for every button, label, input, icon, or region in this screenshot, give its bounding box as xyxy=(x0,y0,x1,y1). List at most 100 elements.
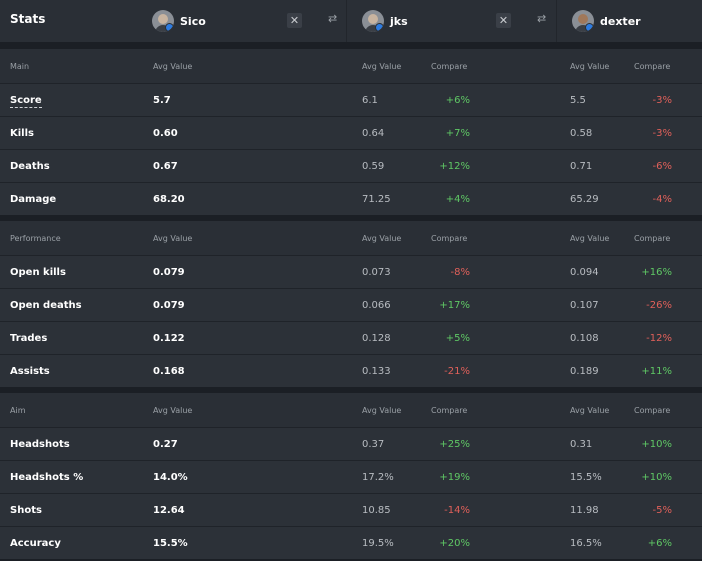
player-2-value: 0.37 xyxy=(362,439,385,450)
remove-player-1-button[interactable]: ✕ xyxy=(287,13,302,28)
section-2: Aim Avg Value Avg Value Compare Avg Value Com… xyxy=(0,393,702,559)
section-title: Performance xyxy=(10,234,61,243)
player-1-value: 5.7 xyxy=(153,95,171,106)
col-avg-value: Avg Value xyxy=(153,62,193,71)
player-2-compare: +20% xyxy=(439,538,470,549)
player-1-value: 12.64 xyxy=(153,505,185,516)
table-row: Kills 0.60 0.64 +7% 0.58 -3% xyxy=(0,116,702,149)
stat-label: Open kills xyxy=(10,267,66,278)
player-2-compare: +4% xyxy=(445,194,470,205)
stat-label: Deaths xyxy=(10,161,50,172)
col-compare: Compare xyxy=(634,62,671,71)
table-row: Open kills 0.079 0.073 -8% 0.094 +16% xyxy=(0,255,702,288)
player-3-avatar xyxy=(572,10,594,32)
table-row: Headshots 0.27 0.37 +25% 0.31 +10% xyxy=(0,427,702,460)
col-avg-value: Avg Value xyxy=(362,406,402,415)
player-2-value: 71.25 xyxy=(362,194,391,205)
section-title: Aim xyxy=(10,406,26,415)
player-3-compare: -3% xyxy=(652,95,672,106)
player-1-value: 14.0% xyxy=(153,472,188,483)
table-row: Headshots % 14.0% 17.2% +19% 15.5% +10% xyxy=(0,460,702,493)
col-compare: Compare xyxy=(634,234,671,243)
player-2-value: 0.073 xyxy=(362,267,391,278)
stats-title: Stats xyxy=(10,12,46,26)
player-1-value: 0.27 xyxy=(153,439,178,450)
remove-player-2-button[interactable]: ✕ xyxy=(496,13,511,28)
player-3-value: 0.71 xyxy=(570,161,593,172)
player-3-compare: +16% xyxy=(641,267,672,278)
player-1-name: Sico xyxy=(180,14,206,28)
player-2-value: 6.1 xyxy=(362,95,378,106)
stat-label[interactable]: Score xyxy=(10,95,42,108)
player-2-compare: +17% xyxy=(439,300,470,311)
player-2-compare: +25% xyxy=(439,439,470,450)
col-avg-value: Avg Value xyxy=(362,62,402,71)
player-3-compare: -12% xyxy=(646,333,672,344)
player-2-value: 0.128 xyxy=(362,333,391,344)
stat-label: Open deaths xyxy=(10,300,82,311)
player-3-value: 0.094 xyxy=(570,267,599,278)
table-row: Shots 12.64 10.85 -14% 11.98 -5% xyxy=(0,493,702,526)
player-2-compare: -21% xyxy=(444,366,470,377)
stat-label: Trades xyxy=(10,333,48,344)
player-2-value: 19.5% xyxy=(362,538,394,549)
player-2-value: 17.2% xyxy=(362,472,394,483)
col-compare: Compare xyxy=(431,234,468,243)
player-3-value: 16.5% xyxy=(570,538,602,549)
player-1-value: 15.5% xyxy=(153,538,188,549)
col-avg-value: Avg Value xyxy=(570,406,610,415)
player-3-value: 15.5% xyxy=(570,472,602,483)
player-2[interactable]: jks xyxy=(362,8,408,34)
player-1-value: 0.079 xyxy=(153,267,185,278)
player-1-value: 0.60 xyxy=(153,128,178,139)
player-3-value: 0.31 xyxy=(570,439,593,450)
player-1-value: 0.079 xyxy=(153,300,185,311)
player-2-compare: +12% xyxy=(439,161,470,172)
player-3-compare: -26% xyxy=(646,300,672,311)
section-header: Aim Avg Value Avg Value Compare Avg Value Com… xyxy=(0,393,702,427)
player-3-value: 0.108 xyxy=(570,333,599,344)
table-row: Deaths 0.67 0.59 +12% 0.71 -6% xyxy=(0,149,702,182)
player-1-value: 68.20 xyxy=(153,194,185,205)
player-2-value: 10.85 xyxy=(362,505,391,516)
table-row: Accuracy 15.5% 19.5% +20% 16.5% +6% xyxy=(0,526,702,559)
swap-icon[interactable]: ⇄ xyxy=(537,12,547,25)
player-2-value: 0.066 xyxy=(362,300,391,311)
player-3-name: dexter xyxy=(600,14,641,28)
player-3-value: 5.5 xyxy=(570,95,586,106)
player-1[interactable]: Sico xyxy=(152,8,206,34)
player-3[interactable]: dexter xyxy=(572,8,641,34)
player-1-value: 0.67 xyxy=(153,161,178,172)
player-3-compare: +10% xyxy=(641,472,672,483)
col-avg-value: Avg Value xyxy=(153,234,193,243)
section-0: Main Avg Value Avg Value Compare Avg Value Co… xyxy=(0,49,702,215)
player-3-value: 0.58 xyxy=(570,128,593,139)
stat-label: Headshots xyxy=(10,439,70,450)
table-row: Trades 0.122 0.128 +5% 0.108 -12% xyxy=(0,321,702,354)
player-1-value: 0.122 xyxy=(153,333,185,344)
col-avg-value: Avg Value xyxy=(153,406,193,415)
player-3-compare: +11% xyxy=(641,366,672,377)
section-header: Main Avg Value Avg Value Compare Avg Value Co… xyxy=(0,49,702,83)
table-row: Assists 0.168 0.133 -21% 0.189 +11% xyxy=(0,354,702,387)
player-2-value: 0.59 xyxy=(362,161,385,172)
player-2-value: 0.64 xyxy=(362,128,385,139)
player-3-compare: -6% xyxy=(652,161,672,172)
col-avg-value: Avg Value xyxy=(570,234,610,243)
swap-icon[interactable]: ⇄ xyxy=(328,12,338,25)
player-2-avatar xyxy=(362,10,384,32)
player-2-compare: -8% xyxy=(450,267,470,278)
col-avg-value: Avg Value xyxy=(362,234,402,243)
table-row: Score 5.7 6.1 +6% 5.5 -3% xyxy=(0,83,702,116)
col-compare: Compare xyxy=(634,406,671,415)
stat-label: Damage xyxy=(10,194,57,205)
player-2-value: 0.133 xyxy=(362,366,391,377)
player-3-value: 65.29 xyxy=(570,194,599,205)
player-1-avatar xyxy=(152,10,174,32)
stat-label: Accuracy xyxy=(10,538,61,549)
player-3-compare: -3% xyxy=(652,128,672,139)
col-compare: Compare xyxy=(431,406,468,415)
player-2-compare: +19% xyxy=(439,472,470,483)
player-3-compare: +6% xyxy=(647,538,672,549)
